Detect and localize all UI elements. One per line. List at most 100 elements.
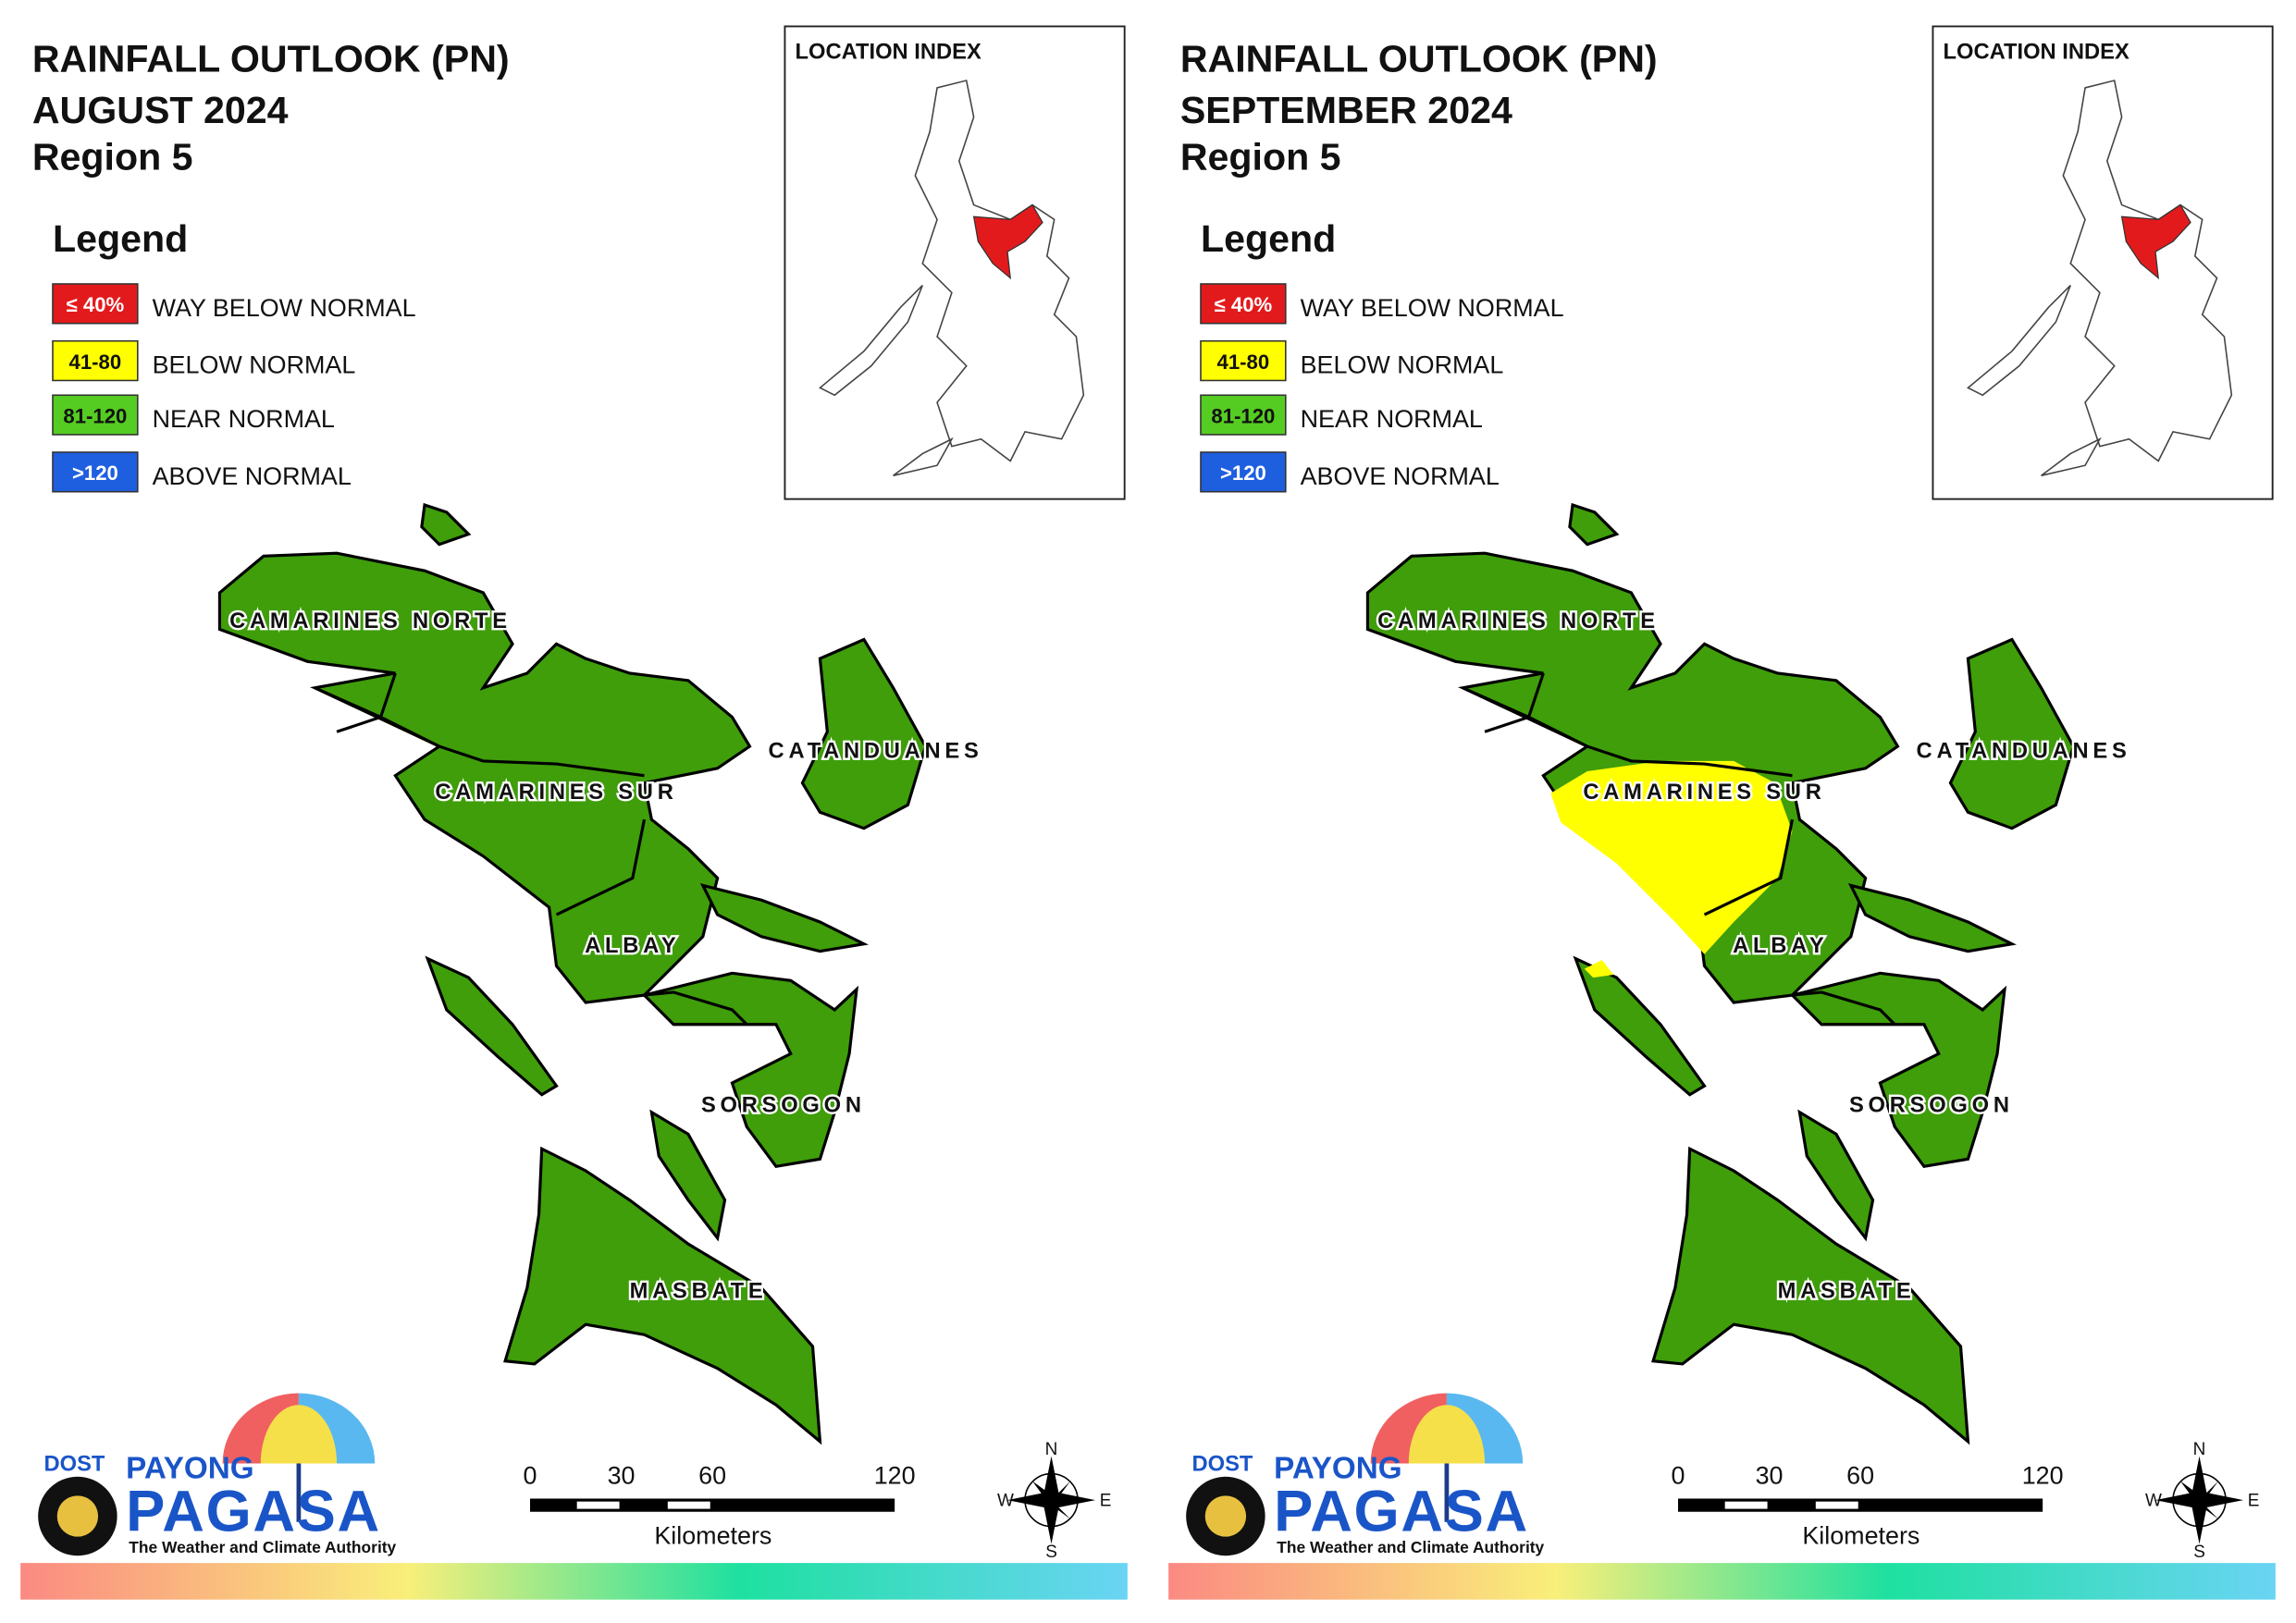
scale-tick-label: 60 xyxy=(1846,1462,1874,1490)
province-label: SORSOGON xyxy=(1849,1094,2014,1118)
scale-bar-gap xyxy=(1815,1501,1858,1509)
province-border xyxy=(1462,686,1793,778)
logo-umbrella xyxy=(260,1405,338,1464)
province-shape xyxy=(649,1109,727,1242)
legend-swatch xyxy=(1200,451,1287,493)
color-band xyxy=(1168,1563,2276,1600)
legend-title: Legend xyxy=(53,217,188,260)
compass-n: N xyxy=(2193,1440,2206,1459)
location-index-title: LOCATION INDEX xyxy=(1944,40,2129,64)
mini-country xyxy=(1966,80,2233,477)
province-label: CATANDUANES xyxy=(1917,740,2131,764)
color-band xyxy=(20,1563,1128,1600)
legend-label: WAY BELOW NORMAL xyxy=(1301,294,1564,322)
scale-tick-label: 60 xyxy=(698,1462,726,1490)
province-border xyxy=(1703,818,1795,916)
compass-n: N xyxy=(1045,1440,1058,1459)
scale-bar xyxy=(530,1498,895,1512)
province-label: MASBATE xyxy=(630,1280,768,1304)
province-border xyxy=(1484,672,1545,733)
mini-region xyxy=(972,203,1043,280)
panel-title: AUGUST 2024 xyxy=(32,89,289,131)
scale-bar-gap xyxy=(576,1501,620,1509)
scale-bar xyxy=(1678,1498,2043,1512)
scale-tick-label: 0 xyxy=(524,1462,537,1490)
legend-code: >120 xyxy=(1220,461,1266,485)
compass-w: W xyxy=(997,1491,1014,1510)
province-label: CAMARINES SUR xyxy=(435,781,677,805)
legend-swatch xyxy=(1200,339,1287,382)
logo-agency: DOST xyxy=(1191,1452,1253,1476)
province-border xyxy=(1792,990,1896,1026)
legend-swatch xyxy=(52,394,139,436)
logo-seal-inner xyxy=(1204,1495,1247,1537)
panel-title: SEPTEMBER 2024 xyxy=(1180,89,1512,131)
legend-label: ABOVE NORMAL xyxy=(153,462,352,490)
scale-tick-label: 30 xyxy=(1756,1462,1784,1490)
legend-label: ABOVE NORMAL xyxy=(1301,462,1500,490)
scale-bar-gap xyxy=(667,1501,710,1509)
logo-seal-inner xyxy=(56,1495,99,1537)
province-label: CAMARINES NORTE xyxy=(229,609,512,633)
legend-code: ≤ 40% xyxy=(1215,293,1273,316)
province-label: CATANDUANES xyxy=(769,740,983,764)
logo-agency: DOST xyxy=(43,1452,105,1476)
logo-tagline: The Weather and Climate Authority xyxy=(1277,1538,1544,1556)
province-shape xyxy=(1789,971,2007,1168)
compass-e: E xyxy=(2248,1491,2260,1510)
panel-title: Region 5 xyxy=(32,136,193,178)
panel: RAINFALL OUTLOOK (PN) AUGUST 2024 Region 5… xyxy=(20,25,1128,1600)
logo-brand: PAYONG xyxy=(1274,1451,1401,1485)
province-label: CAMARINES NORTE xyxy=(1377,609,1660,633)
panel: RAINFALL OUTLOOK (PN) SEPTEMBER 2024 Regio… xyxy=(1168,25,2276,1600)
legend-label: BELOW NORMAL xyxy=(1301,351,1504,379)
logo-brand: PAYONG xyxy=(126,1451,253,1485)
province-shape xyxy=(1651,1146,1970,1445)
scale-tick-label: 0 xyxy=(1672,1462,1685,1490)
legend-code: >120 xyxy=(72,461,118,485)
legend-label: WAY BELOW NORMAL xyxy=(153,294,416,322)
compass-e: E xyxy=(1100,1491,1112,1510)
province-border xyxy=(336,672,397,733)
scale-unit: Kilometers xyxy=(654,1522,772,1550)
compass-s: S xyxy=(1045,1543,1057,1562)
below-normal-area xyxy=(1550,760,1793,954)
logo-umbrella xyxy=(1408,1405,1486,1464)
province-shape xyxy=(1568,502,1620,547)
scale-unit: Kilometers xyxy=(1802,1522,1920,1550)
province-shape xyxy=(425,955,559,1097)
province-shape xyxy=(800,637,928,830)
compass-s: S xyxy=(2193,1543,2205,1562)
province-shape xyxy=(699,883,869,953)
province-label: SORSOGON xyxy=(701,1094,866,1118)
legend-swatch xyxy=(52,283,139,325)
location-index-title: LOCATION INDEX xyxy=(796,40,981,64)
province-shape xyxy=(1573,955,1707,1097)
province-border xyxy=(644,990,748,1026)
province-label: MASBATE xyxy=(1778,1280,1916,1304)
legend-title: Legend xyxy=(1201,217,1336,260)
province-shape xyxy=(641,971,859,1168)
legend-swatch xyxy=(1200,283,1287,325)
legend-code: 41-80 xyxy=(69,350,122,374)
legend-label: BELOW NORMAL xyxy=(153,351,356,379)
panel-title: RAINFALL OUTLOOK (PN) xyxy=(32,38,510,80)
province-label: ALBAY xyxy=(1733,934,1828,958)
legend-swatch xyxy=(52,339,139,382)
logo-tagline: The Weather and Climate Authority xyxy=(129,1538,396,1556)
province-shape xyxy=(503,1146,822,1445)
compass-rose xyxy=(2155,1456,2244,1544)
compass-rose xyxy=(1007,1456,1096,1544)
compass-w: W xyxy=(2145,1491,2162,1510)
legend-label: NEAR NORMAL xyxy=(1301,405,1483,433)
province-border xyxy=(314,686,645,778)
legend-code: 81-120 xyxy=(1211,404,1275,427)
province-shape xyxy=(420,502,472,547)
legend-code: 81-120 xyxy=(63,404,127,427)
province-label: CAMARINES SUR xyxy=(1583,781,1825,805)
legend-code: 41-80 xyxy=(1217,350,1270,374)
below-normal-area xyxy=(1584,960,1614,978)
province-shape xyxy=(1847,883,2017,953)
province-label: ALBAY xyxy=(585,934,680,958)
